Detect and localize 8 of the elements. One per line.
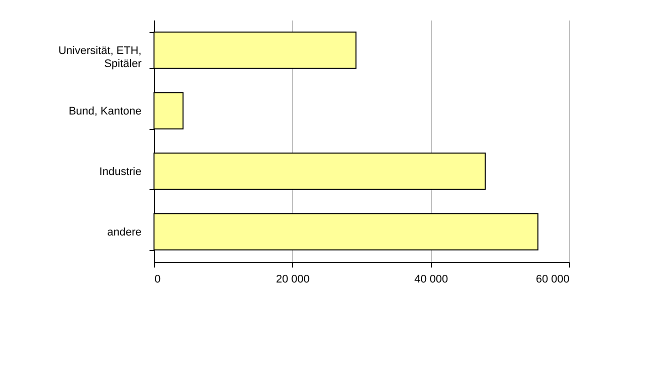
y-tick-label: Industrie <box>99 166 142 178</box>
x-tick-label: 0 <box>154 274 161 286</box>
y-tick-label: Universität, ETH, Spitäler <box>58 44 142 70</box>
x-tick-label: 20 000 <box>276 274 310 286</box>
x-tick-label: 40 000 <box>414 274 448 286</box>
y-tick-label: andere <box>107 226 142 238</box>
y-tick-label: Bund, Kantone <box>68 105 142 118</box>
x-tick-label: 60 000 <box>536 274 570 286</box>
